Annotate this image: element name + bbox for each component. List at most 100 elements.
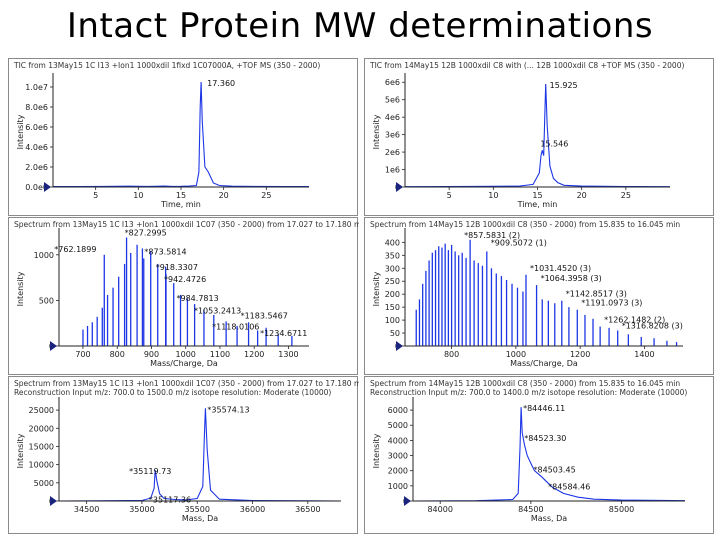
y-tick-label: 8.0e6 (25, 103, 48, 112)
y-tick-label: 6.0e6 (25, 123, 48, 132)
y-tick-label: 4000 (388, 436, 408, 445)
y-axis-label: Intensity (16, 433, 25, 468)
x-tick-label: 1300 (278, 350, 298, 359)
x-axis-label: Mass, Da (531, 514, 567, 523)
chart-p5: Spectrum from 13May15 1C I13 +Ion1 1000x… (14, 379, 359, 523)
panel-header-text: Reconstruction Input m/z: 700.0 to 1400.… (370, 388, 687, 397)
x-tick-label: 1100 (210, 350, 230, 359)
y-tick-label: 15000 (29, 442, 54, 451)
panel-header-text: TIC from 13May15 1C I13 +Ion1 1000xdil 1… (13, 61, 320, 70)
peak-annotation: 17.360 (207, 79, 235, 88)
x-tick-label: 5 (93, 191, 98, 200)
peak-annotation: *35117.36 (149, 495, 191, 504)
x-tick-label: 800 (110, 350, 125, 359)
y-tick-label: 6000 (388, 406, 408, 415)
y-tick-label: 6e6 (385, 78, 400, 87)
axis-arrow-icon (396, 182, 403, 192)
y-tick-label: 20000 (29, 424, 54, 433)
x-tick-label: 15 (532, 191, 542, 200)
axis-arrow-icon (44, 182, 51, 192)
ms-spectrum-14may15-panel: Spectrum from 14May15 12B 1000xdil C8 (3… (364, 217, 714, 375)
x-tick-label: 10 (133, 191, 143, 200)
peak-annotation: 15.546 (540, 139, 568, 148)
chart-p6: Spectrum from 14May15 12B 1000xdil C8 (3… (370, 379, 687, 523)
x-tick-label: 20 (577, 191, 587, 200)
y-tick-label: 2e6 (385, 148, 400, 157)
panel-header-text: Spectrum from 13May15 1C I13 +Ion1 1000x… (14, 379, 359, 388)
panel-header-text: Spectrum from 14May15 12B 1000xdil C8 (3… (370, 220, 680, 229)
panel-header-text: TIC from 14May15 12B 1000xdil C8 with (.… (369, 61, 684, 70)
peak-annotation: *942.4726 (164, 275, 206, 284)
peak-annotation: *1316.8208 (3) (622, 321, 683, 330)
peak-annotation: *35119.73 (129, 467, 171, 476)
y-tick-label: 250 (385, 277, 400, 286)
y-tick-label: 300 (385, 264, 400, 273)
x-tick-label: 84000 (427, 505, 452, 514)
x-tick-label: 35000 (129, 505, 154, 514)
series-line (52, 81, 310, 188)
x-tick-label: 84500 (518, 505, 543, 514)
x-tick-label: 20 (219, 191, 229, 200)
axis-arrow-icon (50, 341, 57, 351)
ms-spectrum-13may15-panel: Spectrum from 13May15 1C I13 +Ion1 1000x… (8, 217, 359, 375)
y-tick-label: 1000 (388, 482, 408, 491)
y-tick-label: 350 (385, 251, 400, 260)
axis-arrow-icon (396, 341, 403, 351)
peak-annotation: *762.1899 (54, 245, 96, 254)
y-axis-label: Intensity (372, 433, 381, 468)
peak-annotation: *984.7813 (177, 294, 219, 303)
x-tick-label: 1200 (570, 350, 590, 359)
x-tick-label: 25 (261, 191, 271, 200)
x-tick-label: 5 (447, 191, 452, 200)
y-tick-label: 100 (385, 316, 400, 325)
peak-annotation: *1142.8517 (3) (566, 290, 627, 299)
series-line (404, 83, 671, 188)
peak-annotation: *84523.30 (524, 434, 566, 443)
y-tick-label: 3000 (388, 452, 408, 461)
peak-annotation: *873.5814 (144, 247, 186, 256)
x-tick-label: 700 (75, 350, 90, 359)
peak-annotation: *84503.45 (533, 466, 575, 475)
axis-arrow-icon (50, 496, 57, 506)
peak-annotation: *84584.46 (548, 482, 590, 491)
y-tick-label: 1000 (34, 251, 54, 260)
x-tick-label: 36500 (295, 505, 320, 514)
chart-p3: Spectrum from 13May15 1C I13 +Ion1 1000x… (14, 220, 359, 368)
peak-annotation: *1031.4520 (3) (530, 264, 591, 273)
series-line (412, 407, 686, 502)
peak-annotation: *1262.1482 (2) (604, 316, 665, 325)
y-axis-label: Intensity (16, 271, 25, 306)
y-tick-label: 2.0e6 (25, 163, 48, 172)
slide-title: Intact Protein MW determinations (66, 6, 654, 46)
y-axis-label: Intensity (372, 114, 381, 149)
y-tick-label: 150 (385, 303, 400, 312)
x-axis-label: Mass, Da (182, 514, 218, 523)
x-tick-label: 900 (144, 350, 159, 359)
reconstruction-14may15-panel: Spectrum from 14May15 12B 1000xdil C8 (3… (364, 376, 714, 534)
y-tick-label: 2000 (388, 467, 408, 476)
x-tick-label: 800 (444, 350, 459, 359)
x-tick-label: 25 (621, 191, 631, 200)
x-axis-label: Time, min (160, 200, 201, 209)
y-tick-label: 3e6 (385, 131, 400, 140)
y-axis-label: Intensity (372, 271, 381, 306)
x-axis-label: Mass/Charge, Da (510, 359, 578, 368)
y-tick-label: 10000 (29, 461, 54, 470)
peak-annotation: *1118.0106 (212, 322, 259, 331)
y-axis-label: Intensity (16, 114, 25, 149)
peak-annotation: *1183.5467 (241, 311, 288, 320)
y-tick-label: 25000 (29, 406, 54, 415)
peak-annotation: *918.3307 (156, 263, 198, 272)
x-tick-label: 10 (488, 191, 498, 200)
y-tick-label: 1.0e7 (25, 83, 48, 92)
peak-annotation: *909.5072 (1) (491, 238, 547, 247)
x-axis-label: Mass/Charge, Da (150, 359, 218, 368)
x-axis-label: Time, min (517, 200, 558, 209)
reconstruction-13may15-panel: Spectrum from 13May15 1C I13 +Ion1 1000x… (8, 376, 359, 534)
y-tick-label: 4.0e6 (25, 143, 48, 152)
x-tick-label: 1400 (634, 350, 654, 359)
peak-annotation: *1053.2413 (194, 307, 241, 316)
y-tick-label: 5000 (34, 479, 54, 488)
series-line (58, 408, 342, 502)
tic-chromatogram-13may15-panel: TIC from 13May15 1C I13 +Ion1 1000xdil 1… (8, 58, 358, 216)
